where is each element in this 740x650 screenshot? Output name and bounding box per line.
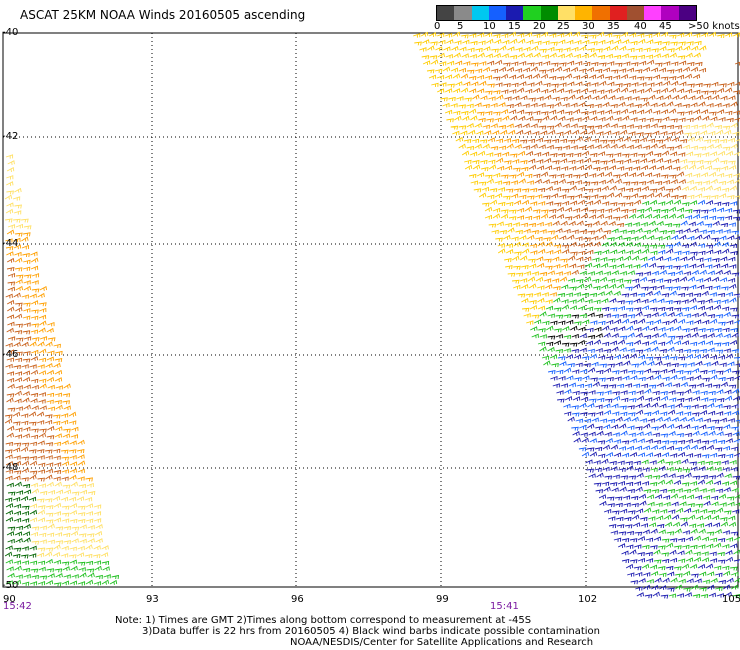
lon-label-96: 96 xyxy=(291,594,304,605)
wind-speed-colorbar xyxy=(436,5,697,21)
wind-barbs xyxy=(4,31,740,599)
colorbar-label: 5 xyxy=(457,21,464,32)
lat-label-44: -44 xyxy=(2,238,19,249)
lon-label-105: 105 xyxy=(722,594,740,605)
colorbar-label: 40 xyxy=(634,21,647,32)
colorbar-label: 25 xyxy=(557,21,570,32)
colorbar-segment xyxy=(678,6,696,20)
lat-label-46: -46 xyxy=(2,349,19,360)
colorbar-label: 30 xyxy=(582,21,595,32)
note-line-3: NOAA/NESDIS/Center for Satellite Applica… xyxy=(290,637,594,648)
time-label-left: 15:42 xyxy=(3,601,32,612)
lon-label-93: 93 xyxy=(146,594,159,605)
colorbar-segment xyxy=(592,6,610,20)
note-line-1: Note: 1) Times are GMT 2)Times along bot… xyxy=(115,615,532,626)
colorbar-segment xyxy=(523,6,541,20)
colorbar-segment xyxy=(454,6,472,20)
colorbar-segment xyxy=(661,6,679,20)
lon-label-102: 102 xyxy=(578,594,598,605)
map-frame xyxy=(2,32,739,588)
colorbar-labels: 0 5 10 15 20 25 30 35 40 45 >50 knots xyxy=(430,21,740,33)
lat-label-42: -42 xyxy=(2,131,19,142)
colorbar-segment xyxy=(437,6,455,20)
colorbar-segment xyxy=(471,6,489,20)
colorbar-label: 15 xyxy=(508,21,521,32)
colorbar-segment xyxy=(644,6,662,20)
colorbar-segment xyxy=(540,6,558,20)
colorbar-segment xyxy=(506,6,524,20)
colorbar-segment xyxy=(626,6,645,20)
colorbar-label: 10 xyxy=(483,21,496,32)
colorbar-label: >50 knots xyxy=(688,21,740,32)
colorbar-label: 45 xyxy=(659,21,672,32)
colorbar-label: 35 xyxy=(607,21,620,32)
map-title: ASCAT 25KM NOAA Winds 20160505 ascending xyxy=(20,8,306,22)
lon-label-90: 90 xyxy=(3,594,16,605)
colorbar-label: 20 xyxy=(533,21,546,32)
note-line-2: 3)Data buffer is 22 hrs from 20160505 4)… xyxy=(142,626,600,637)
colorbar-segment xyxy=(488,6,507,20)
lat-label-40: -40 xyxy=(2,27,19,38)
lat-label-48: -48 xyxy=(2,462,19,473)
colorbar-segment xyxy=(557,6,576,20)
time-label-right: 15:41 xyxy=(490,601,519,612)
lon-label-99: 99 xyxy=(436,594,449,605)
colorbar-segment xyxy=(575,6,593,20)
colorbar-label: 0 xyxy=(434,21,441,32)
colorbar-segment xyxy=(609,6,627,20)
lat-label-50: -50 xyxy=(2,580,19,591)
